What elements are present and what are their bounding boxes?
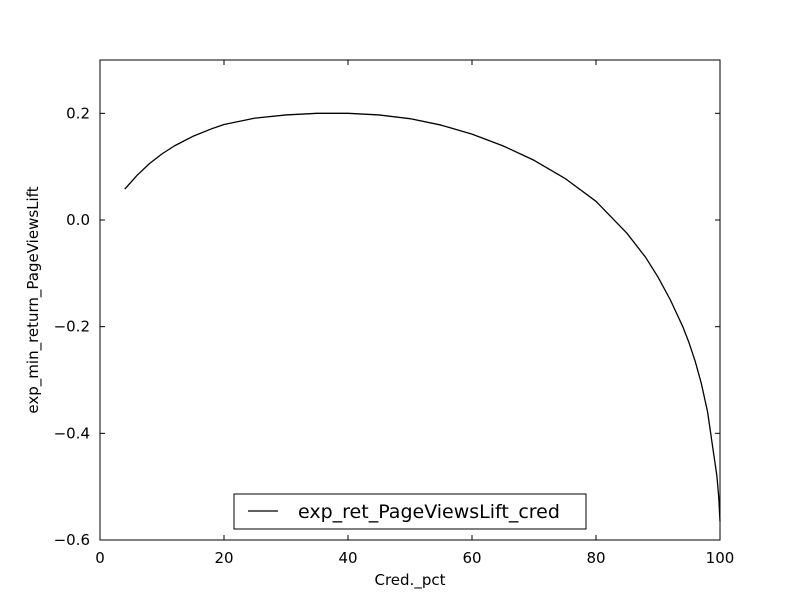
series-line	[124, 112, 721, 522]
x-tick-label: 0	[95, 549, 105, 567]
x-tick-label: 60	[462, 549, 481, 567]
y-tick-label: −0.4	[54, 424, 90, 442]
y-tick-label: 0.0	[66, 211, 90, 229]
plot-frame	[99, 59, 721, 541]
y-tick-label: 0.2	[66, 104, 90, 122]
x-tick-label: 40	[338, 549, 357, 567]
x-axis-label: Cred._pct	[375, 571, 446, 590]
x-tick-label: 80	[586, 549, 605, 567]
y-axis-label: exp_min_return_PageViewsLift	[24, 186, 43, 413]
legend-box	[233, 493, 587, 530]
legend-label: exp_ret_PageViewsLift_cred	[298, 501, 560, 523]
x-tick-label: 100	[706, 549, 735, 567]
axis-ticks: 0 20 40 60 80 100 −0.6 −0.4 −0.2 0.0 0.2	[54, 60, 735, 567]
x-tick-label: 20	[214, 549, 233, 567]
series-layer	[124, 112, 721, 522]
y-tick-label: −0.2	[54, 318, 90, 336]
legend: exp_ret_PageViewsLift_cred	[233, 493, 587, 530]
y-tick-label: −0.6	[54, 531, 90, 549]
